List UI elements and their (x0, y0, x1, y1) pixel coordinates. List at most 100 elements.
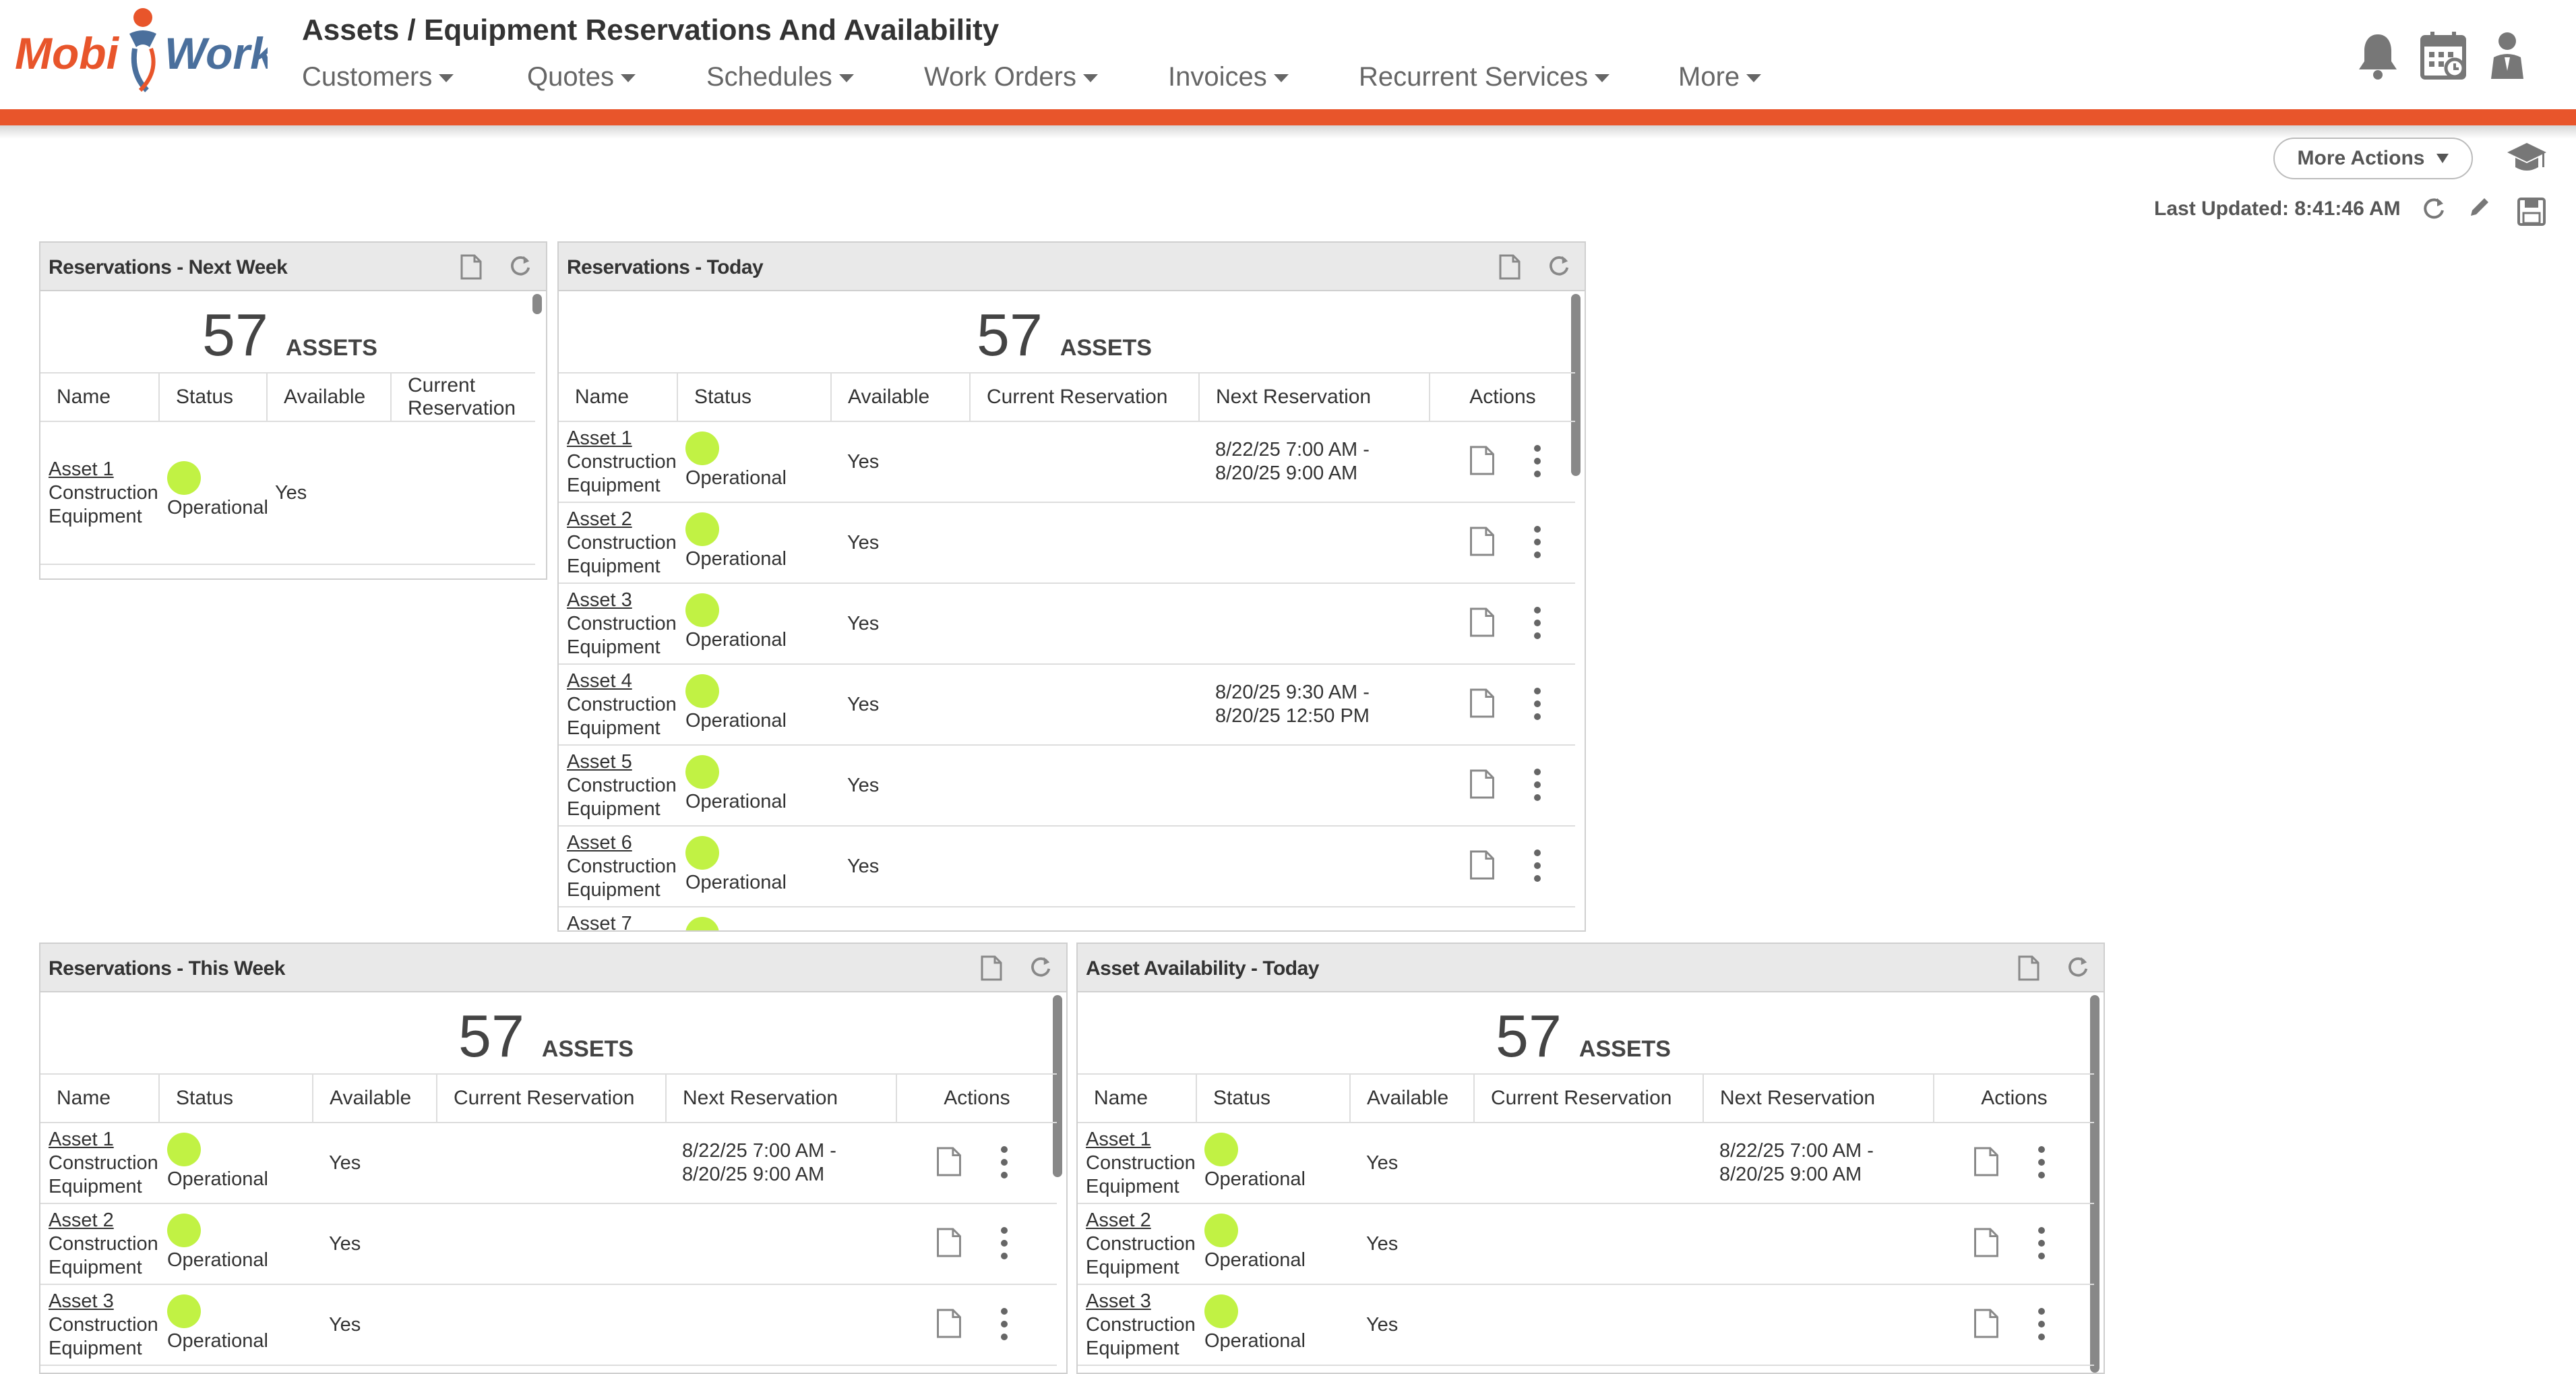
document-icon[interactable] (460, 253, 483, 280)
asset-link[interactable]: Asset 4 (567, 669, 632, 692)
refresh-icon[interactable] (508, 253, 532, 278)
asset-link[interactable]: Asset 1 (49, 1128, 114, 1150)
asset-link[interactable]: Asset 3 (567, 589, 632, 611)
column-header-status[interactable]: Status (677, 372, 832, 422)
current-reservation-cell (437, 1123, 666, 1204)
scrollbar-thumb[interactable] (532, 294, 542, 314)
refresh-icon[interactable] (2421, 196, 2447, 221)
nav-customers[interactable]: Customers (302, 62, 454, 92)
view-document-icon[interactable] (1469, 687, 1496, 725)
document-icon[interactable] (980, 955, 1003, 982)
column-header-available[interactable]: Available (267, 372, 392, 422)
asset-link[interactable]: Asset 3 (1086, 1290, 1151, 1312)
more-vertical-icon[interactable] (1533, 768, 1542, 808)
view-document-icon[interactable] (1973, 1145, 2000, 1184)
more-vertical-icon[interactable] (1533, 849, 1542, 889)
view-document-icon[interactable] (936, 1226, 962, 1265)
column-header-available[interactable]: Available (831, 372, 971, 422)
column-header-next-reservation[interactable]: Next Reservation (666, 1073, 897, 1123)
view-document-icon[interactable] (1469, 525, 1496, 564)
asset-link[interactable]: Asset 5 (567, 750, 632, 773)
actions-cell (896, 1203, 1057, 1285)
view-document-icon[interactable] (1469, 849, 1496, 887)
pencil-icon[interactable] (2467, 196, 2491, 220)
nav-more[interactable]: More (1678, 62, 1762, 92)
document-icon[interactable] (1498, 253, 1521, 280)
asset-link[interactable]: Asset 1 (1086, 1128, 1151, 1150)
status-text: Operational (685, 467, 787, 489)
more-actions-button[interactable]: More Actions (2273, 138, 2473, 179)
nav-schedules[interactable]: Schedules (706, 62, 854, 92)
mobiwork-logo[interactable]: Mobi Work (15, 7, 268, 94)
asset-link[interactable]: Asset 3 (49, 1290, 114, 1312)
column-header-name[interactable]: Name (40, 1073, 160, 1123)
table-row: Asset 3 Construction Equipment Operational… (559, 583, 1575, 665)
more-vertical-icon[interactable] (2037, 1226, 2046, 1266)
refresh-icon[interactable] (1547, 253, 1571, 278)
column-header-name[interactable]: Name (559, 372, 678, 422)
view-document-icon[interactable] (1973, 1226, 2000, 1265)
view-document-icon[interactable] (936, 1145, 962, 1184)
view-document-icon[interactable] (1469, 444, 1496, 483)
table-row: Asset 2 Construction Equipment Operational… (40, 1203, 1057, 1285)
more-vertical-icon[interactable] (1533, 444, 1542, 484)
user-icon[interactable] (2488, 30, 2526, 80)
asset-link[interactable]: Asset 7 (567, 912, 632, 931)
column-header-next-reservation[interactable]: Next Reservation (1703, 1073, 1934, 1123)
column-header-current-reservation[interactable]: Current Reservation (391, 372, 535, 422)
bell-icon[interactable] (2356, 30, 2399, 80)
view-document-icon[interactable] (936, 1307, 962, 1346)
view-document-icon[interactable] (1469, 606, 1496, 645)
available-cell: Yes (313, 1203, 437, 1285)
more-vertical-icon[interactable] (2037, 1307, 2046, 1347)
nav-quotes[interactable]: Quotes (527, 62, 636, 92)
asset-link[interactable]: Asset 6 (567, 831, 632, 854)
more-vertical-icon[interactable] (2037, 1145, 2046, 1185)
more-vertical-icon[interactable] (1000, 1226, 1009, 1266)
more-vertical-icon[interactable] (1000, 1145, 1009, 1185)
asset-type: Construction Equipment (567, 531, 677, 577)
column-header-status[interactable]: Status (159, 1073, 313, 1123)
refresh-icon[interactable] (2066, 955, 2090, 979)
document-icon[interactable] (2017, 955, 2040, 982)
calendar-icon[interactable] (2420, 30, 2467, 80)
nav-invoices[interactable]: Invoices (1168, 62, 1289, 92)
column-header-current-reservation[interactable]: Current Reservation (970, 372, 1200, 422)
column-header-next-reservation[interactable]: Next Reservation (1199, 372, 1430, 422)
more-vertical-icon[interactable] (1533, 606, 1542, 646)
column-header-name[interactable]: Name (40, 372, 160, 422)
actions-cell (896, 1284, 1057, 1366)
asset-link[interactable]: Asset 1 (49, 458, 114, 480)
asset-link[interactable]: Asset 2 (567, 508, 632, 530)
refresh-icon[interactable] (1029, 955, 1053, 979)
view-document-icon[interactable] (1469, 768, 1496, 806)
asset-link[interactable]: Asset 2 (1086, 1209, 1151, 1231)
column-header-status[interactable]: Status (159, 372, 268, 422)
nav-recurrent-services[interactable]: Recurrent Services (1359, 62, 1610, 92)
column-header-available[interactable]: Available (313, 1073, 437, 1123)
graduation-cap-icon[interactable] (2506, 140, 2548, 175)
column-header-current-reservation[interactable]: Current Reservation (437, 1073, 667, 1123)
column-header-status[interactable]: Status (1196, 1073, 1351, 1123)
asset-link[interactable]: Asset 1 (567, 427, 632, 449)
column-header-available[interactable]: Available (1350, 1073, 1475, 1123)
available-cell: Yes (1350, 1284, 1474, 1366)
nav-work-orders[interactable]: Work Orders (924, 62, 1098, 92)
name-cell: Asset 7Construction Equipment (559, 907, 677, 930)
more-vertical-icon[interactable] (1533, 687, 1542, 727)
asset-link[interactable]: Asset 2 (49, 1209, 114, 1231)
name-cell: Asset 3 Construction Equipment (1078, 1284, 1196, 1366)
available-cell: Yes (831, 826, 970, 907)
more-vertical-icon[interactable] (1000, 1307, 1009, 1347)
save-icon[interactable] (2517, 197, 2546, 227)
asset-type: Construction Equipment (49, 1152, 158, 1197)
column-header-current-reservation[interactable]: Current Reservation (1474, 1073, 1704, 1123)
current-reservation-cell (1474, 1123, 1703, 1204)
status-text: Operational (685, 629, 787, 651)
widget-title: Reservations - Next Week (49, 256, 288, 278)
view-document-icon[interactable] (1973, 1307, 2000, 1346)
column-header-name[interactable]: Name (1078, 1073, 1197, 1123)
asset-count-number: 57 (977, 301, 1043, 368)
more-vertical-icon[interactable] (1533, 525, 1542, 565)
asset-type: Construction Equipment (1086, 1232, 1196, 1278)
